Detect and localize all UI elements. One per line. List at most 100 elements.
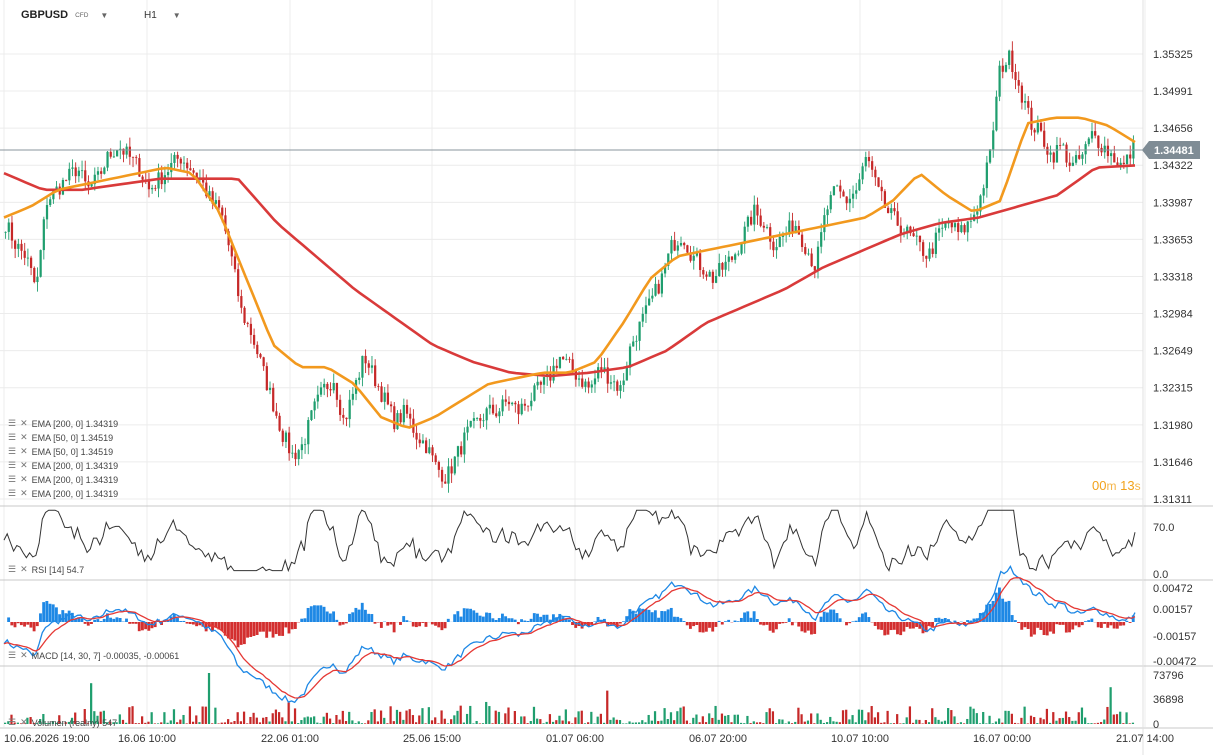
symbol-selector[interactable]: GBPUSD CFD ▼	[21, 9, 108, 21]
candle	[950, 221, 953, 234]
candle	[574, 368, 577, 387]
close-icon[interactable]: ✕	[20, 460, 28, 470]
volume-bar	[685, 720, 689, 724]
candle	[307, 417, 310, 455]
indicator-label: EMA [200, 0] 1.34319	[31, 474, 119, 485]
volume-bar	[526, 723, 529, 724]
candle	[26, 248, 30, 267]
settings-icon[interactable]: ☰	[8, 446, 17, 456]
macd-hist-bar	[724, 621, 727, 622]
volume-bar	[966, 718, 969, 724]
rsi-path	[3, 508, 1136, 573]
volume-bar	[140, 716, 144, 724]
close-icon[interactable]: ✕	[20, 474, 28, 484]
chevron-down-icon[interactable]: ▼	[100, 10, 109, 20]
candle	[530, 392, 533, 411]
volume-bar	[204, 706, 207, 724]
close-icon[interactable]: ✕	[20, 650, 28, 660]
macd-hist-bar	[778, 622, 782, 624]
price-tick-label: 1.32649	[1153, 346, 1193, 358]
candle	[396, 410, 399, 430]
macd-hist-bar	[743, 612, 746, 622]
volume-bar	[841, 710, 845, 724]
close-icon[interactable]: ✕	[20, 418, 28, 428]
macd-hist-bar	[58, 614, 62, 622]
candle	[705, 271, 708, 281]
volume-bar	[679, 707, 682, 724]
macd-hist-bar	[271, 622, 275, 638]
volume-bar	[348, 711, 351, 724]
candle	[829, 191, 832, 214]
candle	[345, 417, 348, 427]
volume-bar	[625, 723, 628, 724]
macd-hist-bar	[376, 622, 380, 623]
close-icon[interactable]: ✕	[20, 446, 28, 456]
volume-bar	[125, 722, 128, 724]
chevron-down-icon[interactable]: ▼	[172, 11, 181, 20]
candle	[622, 373, 625, 392]
macd-hist-bar	[351, 612, 355, 622]
volume-bar	[1131, 722, 1135, 724]
candle	[890, 203, 893, 220]
candle	[20, 239, 23, 260]
volume-bar	[978, 723, 982, 724]
timeframe-selector[interactable]: H1 ▼	[144, 10, 181, 21]
settings-icon[interactable]: ☰	[8, 564, 17, 574]
volume-bar	[217, 723, 220, 724]
close-icon[interactable]: ✕	[20, 564, 28, 574]
volume-bar	[367, 720, 370, 724]
settings-icon[interactable]: ☰	[8, 460, 17, 470]
close-icon[interactable]: ✕	[20, 717, 28, 727]
volume-bar	[580, 710, 583, 724]
settings-icon[interactable]: ☰	[8, 432, 17, 442]
volume-bar	[271, 713, 274, 724]
candle	[734, 252, 737, 264]
candle	[65, 179, 68, 182]
macd-hist-bar	[966, 620, 970, 622]
volume-bar	[392, 721, 395, 724]
current-price-value: 1.34481	[1154, 145, 1194, 157]
volume-bar	[571, 723, 574, 724]
axis-tick-label: 0	[1153, 719, 1159, 731]
macd-hist-bar	[357, 609, 361, 622]
candle	[1119, 158, 1122, 170]
macd-hist-bar	[504, 616, 508, 622]
volume-bar	[507, 707, 510, 724]
volume-bar	[497, 711, 501, 724]
candle	[460, 441, 463, 458]
settings-icon[interactable]: ☰	[8, 488, 17, 498]
candle	[405, 399, 409, 419]
close-icon[interactable]: ✕	[20, 432, 28, 442]
volume-bar	[663, 708, 666, 724]
macd-hist-bar	[195, 622, 199, 627]
macd-hist-bar	[647, 609, 651, 622]
macd-hist-bar	[1004, 601, 1008, 622]
candle	[49, 196, 52, 208]
macd-hist-bar	[873, 622, 877, 626]
candle	[539, 380, 542, 394]
volume-bar	[341, 710, 344, 724]
macd-hist-bar	[1052, 622, 1056, 634]
volume-bar	[682, 706, 685, 724]
settings-icon[interactable]: ☰	[8, 474, 17, 484]
macd-hist-bar	[182, 620, 186, 622]
settings-icon[interactable]: ☰	[8, 418, 17, 428]
volume-bar	[90, 683, 93, 724]
candle	[33, 266, 36, 284]
macd-hist-bar	[749, 617, 753, 622]
candle	[472, 411, 476, 429]
close-icon[interactable]: ✕	[20, 488, 28, 498]
candle	[836, 184, 839, 187]
volume-bar	[35, 723, 39, 724]
candle	[1052, 151, 1055, 170]
settings-icon[interactable]: ☰	[8, 650, 17, 660]
settings-icon[interactable]: ☰	[8, 717, 17, 727]
volume-bar	[755, 722, 759, 724]
volume-bar	[26, 717, 29, 724]
time-tick-label: 10.07 10:00	[831, 733, 889, 745]
candle	[386, 384, 390, 406]
volume-bar	[249, 716, 252, 724]
macd-hist-bar	[908, 622, 912, 629]
macd-hist-bar	[542, 614, 546, 622]
